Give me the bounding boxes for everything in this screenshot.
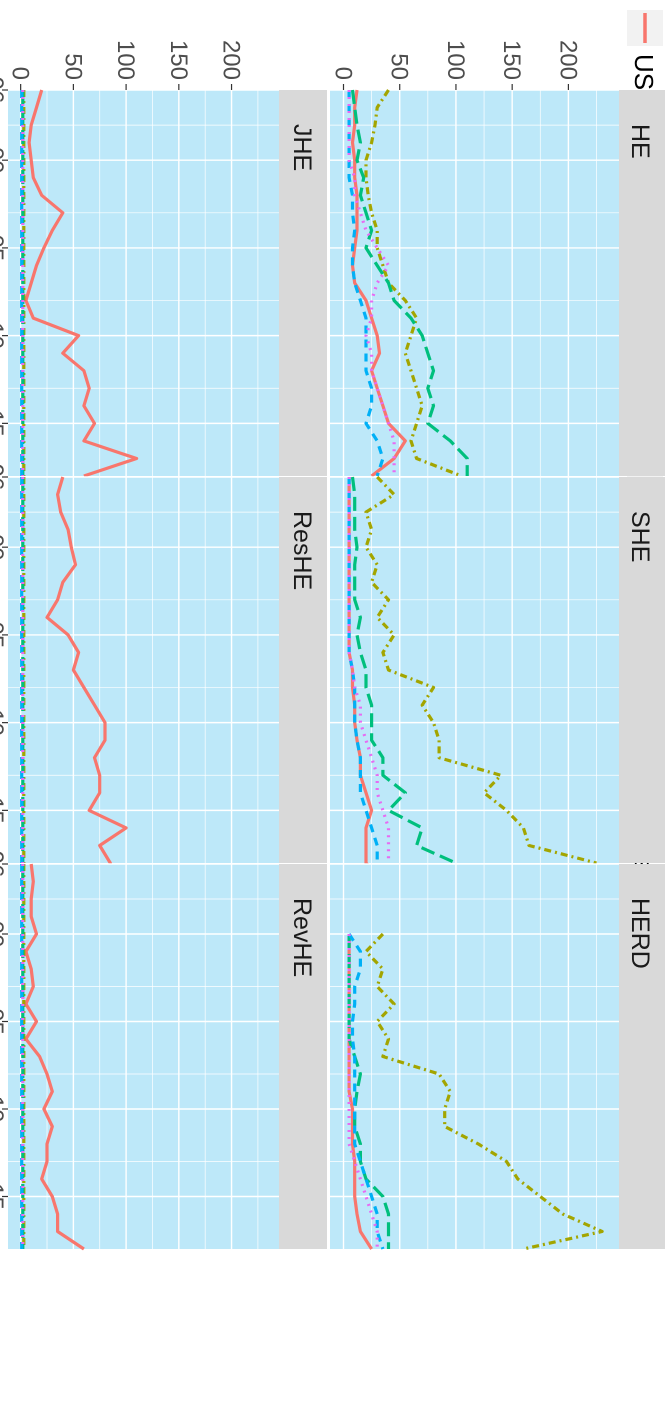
panel-she: SHE <box>330 475 665 899</box>
y-tick-label: 100 <box>112 40 139 80</box>
panel-title: RevHE <box>288 898 316 977</box>
series-line-east-asian <box>347 477 379 863</box>
x-tick-label: 96 <box>0 464 8 491</box>
x-tick-label: 10 <box>0 322 8 349</box>
panel-strip <box>279 90 327 476</box>
panel-reshe: ResHE <box>8 476 327 881</box>
series-line-anglo-saxon <box>364 475 597 865</box>
y-tick-label: 150 <box>498 40 525 80</box>
panel-background <box>330 864 619 1249</box>
series-line-east-asian <box>347 933 385 1250</box>
panel-background <box>8 864 279 1249</box>
panel-herd: HERD <box>330 863 665 1251</box>
series-line-usa <box>45 476 128 881</box>
panel-background <box>330 477 619 863</box>
y-tick-label: 200 <box>554 40 581 80</box>
y-axis: 0 50 100 150 200 0 50 100 150 200 <box>7 40 581 90</box>
x-tick-label: 10 <box>0 709 8 736</box>
x-tick-label: 00 <box>0 921 8 948</box>
panel-title: HE <box>626 124 654 159</box>
panel-strip <box>619 90 665 476</box>
panel-revhe: RevHE <box>8 863 327 1251</box>
panel-title: JHE <box>288 124 316 171</box>
x-tick-label: 05 <box>0 622 8 649</box>
x-tick-label: 00 <box>0 147 8 174</box>
panel-strip <box>279 864 327 1249</box>
panel-background <box>330 90 619 476</box>
y-tick-label: 50 <box>386 53 413 80</box>
x-tick-label: 15 <box>0 410 8 437</box>
panel-background <box>8 477 279 863</box>
panel-strip <box>619 864 665 1249</box>
x-tick-label: 10 <box>0 1096 8 1123</box>
y-tick-label: 0 <box>7 67 34 80</box>
y-tick-label: 150 <box>165 40 192 80</box>
x-tick-label: 15 <box>0 1183 8 1210</box>
series-line-usa <box>24 89 139 478</box>
y-tick-label: 0 <box>329 67 356 80</box>
x-tick-label: 00 <box>0 534 8 561</box>
x-axis: 96 00 05 10 15 96 00 05 10 15 96 00 05 10 15 <box>0 77 8 1210</box>
series-line-east-asian <box>347 90 385 477</box>
series-line-others <box>347 90 396 476</box>
panel-jhe: JHE <box>8 89 327 478</box>
x-tick-label: 96 <box>0 851 8 878</box>
panel-title: SHE <box>626 511 654 562</box>
series-line-anglo-saxon <box>364 89 463 478</box>
panel-strip <box>279 477 327 863</box>
panel-title: ResHE <box>288 511 316 590</box>
x-tick-label: 15 <box>0 797 8 824</box>
series-line-major-cont-european <box>350 476 457 865</box>
series-line-usa <box>24 863 85 1251</box>
y-tick-label: 100 <box>442 40 469 80</box>
panel-title: HERD <box>626 898 654 969</box>
series-line-major-cont-european <box>347 934 391 1249</box>
panel-strip <box>619 477 665 863</box>
panel-he: HE <box>330 89 665 478</box>
x-tick-label: 05 <box>0 235 8 262</box>
series-line-major-cont-european <box>350 89 469 476</box>
panel-background <box>8 90 279 476</box>
x-tick-label: 96 <box>0 77 8 104</box>
y-tick-label: 200 <box>218 40 245 80</box>
series-line-usa <box>350 89 407 478</box>
series-line-others <box>347 477 391 863</box>
panels: HE SHE HERD JHE ResHE RevHE <box>8 89 665 1251</box>
y-tick-label: 50 <box>59 53 86 80</box>
x-tick-label: 05 <box>0 1008 8 1035</box>
